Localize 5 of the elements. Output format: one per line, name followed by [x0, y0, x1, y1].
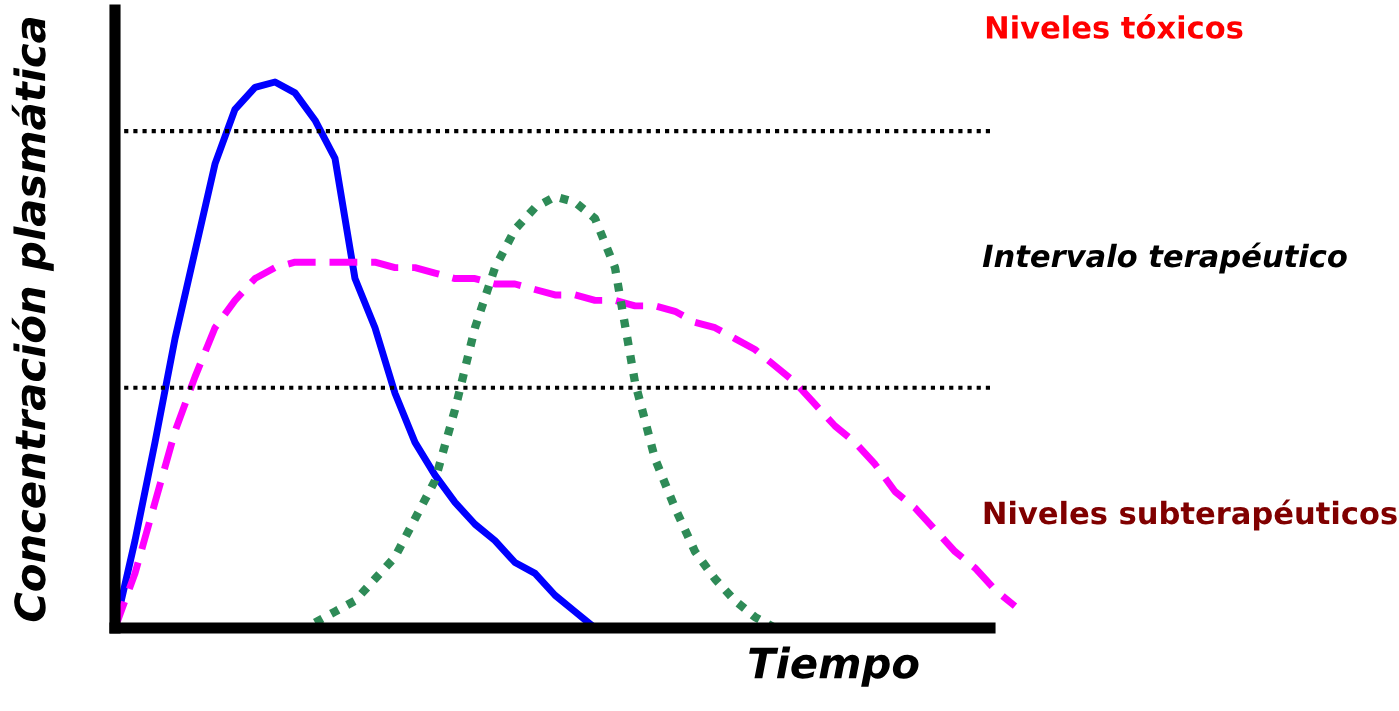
text: Niveles tóxicos: [986, 13, 1243, 39]
annotation: Intervalo terapéutico: [982, 242, 1347, 274]
y-axis-title: Concentración plasmática: [11, 17, 54, 622]
x-axis-title: Tiempo: [749, 646, 919, 687]
annotation: Niveles subterapéuticos: [984, 499, 1397, 531]
